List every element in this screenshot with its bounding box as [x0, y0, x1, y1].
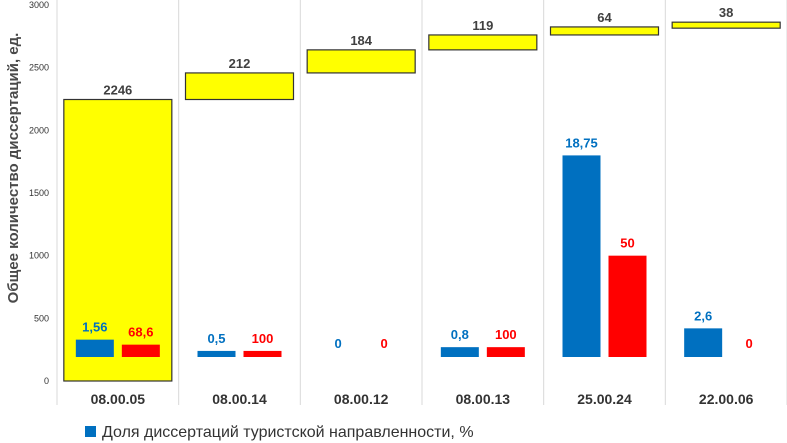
- y-tick-label: 1500: [29, 188, 49, 198]
- x-tick-label: 08.00.13: [456, 391, 511, 407]
- y-axis-label: Общее количество диссертаций, ед.: [5, 33, 22, 304]
- x-tick-label: 22.00.06: [699, 391, 754, 407]
- percent-label-red: 100: [252, 331, 274, 346]
- percent-label-blue: 0,8: [451, 327, 469, 342]
- percent-label-blue: 0: [335, 336, 342, 351]
- total-bar: [306, 49, 416, 74]
- percent-label-red: 100: [495, 327, 517, 342]
- total-bar: [63, 98, 173, 382]
- gridlines: [56, 0, 787, 405]
- total-bar: [428, 34, 538, 51]
- legend-label: Доля диссертаций туристской направленнос…: [102, 424, 474, 441]
- percent-bar-blue: [75, 339, 114, 357]
- x-tick-label: 08.00.12: [334, 391, 389, 407]
- total-label: 119: [472, 18, 493, 33]
- percent-bar-red: [486, 347, 525, 357]
- total-label: 184: [350, 33, 372, 48]
- percent-label-blue: 0,5: [207, 331, 225, 346]
- total-bar: [184, 72, 295, 101]
- percent-bar-blue: [684, 328, 723, 357]
- percent-label-red: 68,6: [128, 325, 153, 340]
- y-tick-label: 2000: [29, 125, 49, 135]
- percent-label-blue: 1,56: [82, 320, 107, 335]
- x-tick-label: 25.00.24: [577, 391, 632, 407]
- percent-bar-blue: [197, 350, 236, 357]
- percent-bar-red: [243, 350, 282, 357]
- percent-label-red: 0: [381, 336, 388, 351]
- percent-label-blue: 18,75: [565, 135, 598, 150]
- y-tick-label: 0: [44, 376, 49, 386]
- total-label: 38: [719, 5, 733, 20]
- percent-bar-red: [608, 255, 647, 357]
- total-label: 64: [597, 10, 612, 25]
- x-tick-label: 08.00.05: [91, 391, 146, 407]
- data-labels: 2246 212 184 119 64 38 1,56 0,5 0 0,8 18,75 2,6 68,6…: [82, 5, 753, 351]
- y-tick-label: 1000: [29, 251, 49, 261]
- legend: Доля диссертаций туристской направленнос…: [85, 424, 474, 441]
- percent-bar-blue: [440, 347, 479, 357]
- total-label: 212: [229, 56, 251, 71]
- percent-label-red: 0: [746, 336, 753, 351]
- x-tick-label: 08.00.14: [212, 391, 267, 407]
- total-bar: [671, 21, 781, 29]
- percent-bar-red: [121, 344, 160, 357]
- total-bars: [63, 21, 781, 382]
- total-label: 2246: [103, 83, 132, 98]
- legend-swatch: [85, 426, 96, 437]
- percent-label-blue: 2,6: [694, 308, 712, 323]
- percent-bar-blue: [562, 155, 601, 357]
- percent-bars: [75, 155, 723, 357]
- x-ticks: 08.00.05 08.00.14 08.00.12 08.00.13 25.00.24…: [91, 391, 754, 407]
- percent-label-red: 50: [620, 236, 634, 251]
- y-tick-label: 500: [34, 313, 49, 323]
- total-bar: [549, 26, 660, 36]
- y-tick-label: 3000: [29, 0, 49, 10]
- y-tick-label: 2500: [29, 63, 49, 73]
- y-ticks: 0 500 1000 1500 2000 2500 3000: [29, 0, 49, 386]
